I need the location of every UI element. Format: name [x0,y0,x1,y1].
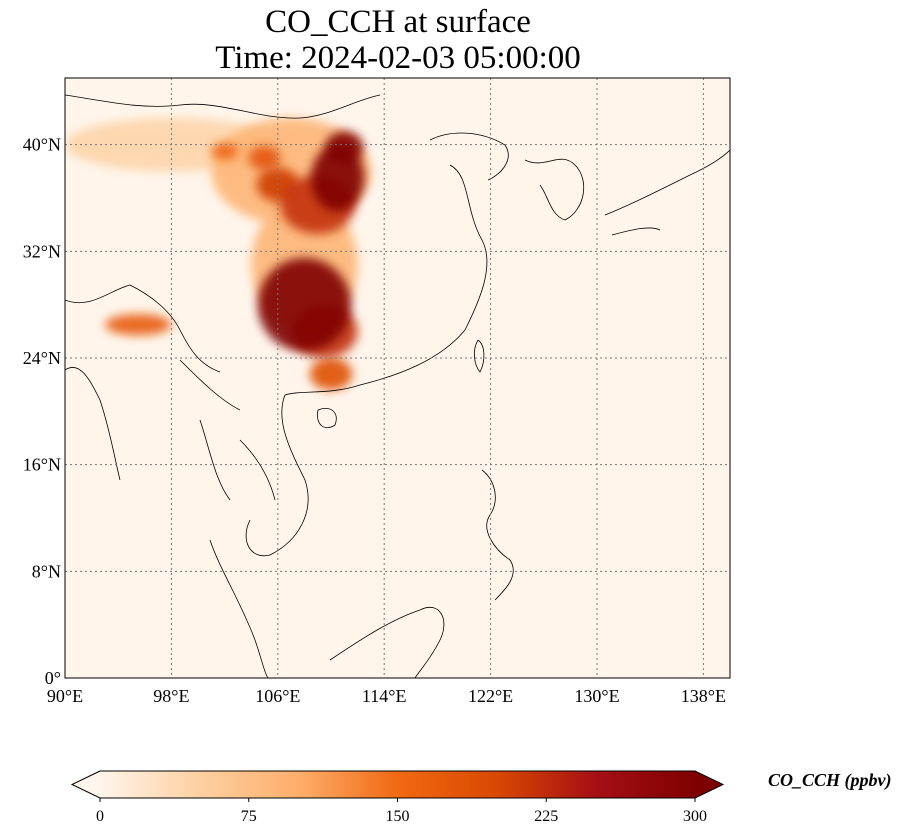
lat-tick-8: 8°N [32,561,61,581]
map-title: CO_CCH at surface Time: 2024-02-03 05:00… [0,4,796,76]
coastline-japan [604,149,730,236]
colorbar-tick-75: 75 [241,808,257,825]
plume-3 [211,143,238,160]
lon-tick-90: 90°E [47,686,83,706]
plume-5 [248,146,281,170]
colorbar-tick-150: 150 [386,808,410,825]
lon-tick-138: 138°E [681,686,726,706]
lat-tick-16: 16°N [23,455,61,475]
lat-tick-40: 40°N [23,135,61,155]
title-line-1: CO_CCH at surface [265,4,531,40]
lat-tick-24: 24°N [23,348,61,368]
coastline-korea [524,158,584,221]
plume-12 [325,131,363,164]
lat-tick-0: 0° [45,668,61,688]
plume-6 [309,358,353,390]
colorbar: 0 75 150 225 300 [70,770,725,825]
lon-tick-114: 114°E [362,686,407,706]
map-background [65,78,730,678]
colorbar-label: CO_CCH (ppbv) [768,770,892,790]
lon-tick-130: 130°E [574,686,619,706]
colorbar-tick-300: 300 [683,808,707,825]
coastline-china-vietnam [245,164,488,557]
coastline-malay-peninsula [209,539,269,678]
colorbar-ticks: 0 75 150 225 300 [96,798,707,825]
coastline-borneo [329,607,445,678]
latitude-tick-labels: 0° 8°N 16°N 24°N 32°N 40°N [23,135,61,688]
graticule-grid [65,78,730,678]
border-himalaya [65,284,221,373]
coastline-taiwan [474,339,485,373]
map-frame [64,77,731,679]
title-line-2: Time: 2024-02-03 05:00:00 [215,40,581,76]
lon-tick-106: 106°E [255,686,300,706]
colorbar-extend-max-arrow [695,771,723,798]
coastlines-and-borders [65,94,730,678]
coastline-bohai [429,132,509,181]
longitude-tick-labels: 90°E 98°E 106°E 114°E 122°E 130°E 138°E [47,686,726,706]
plume-10 [257,258,351,352]
lon-tick-98: 98°E [153,686,189,706]
colorbar-extend-min-arrow [72,771,100,798]
plume-4 [104,314,172,336]
border-mongolia [65,94,381,119]
colorbar-tick-0: 0 [96,808,104,825]
colorbar-gradient [100,771,695,798]
lon-tick-122: 122°E [468,686,513,706]
colorbar-tick-225: 225 [534,808,558,825]
coastline-hainan [317,408,337,429]
lat-tick-32: 32°N [23,241,61,261]
border-indochina [179,359,276,501]
coastline-bay-of-bengal [65,367,121,481]
